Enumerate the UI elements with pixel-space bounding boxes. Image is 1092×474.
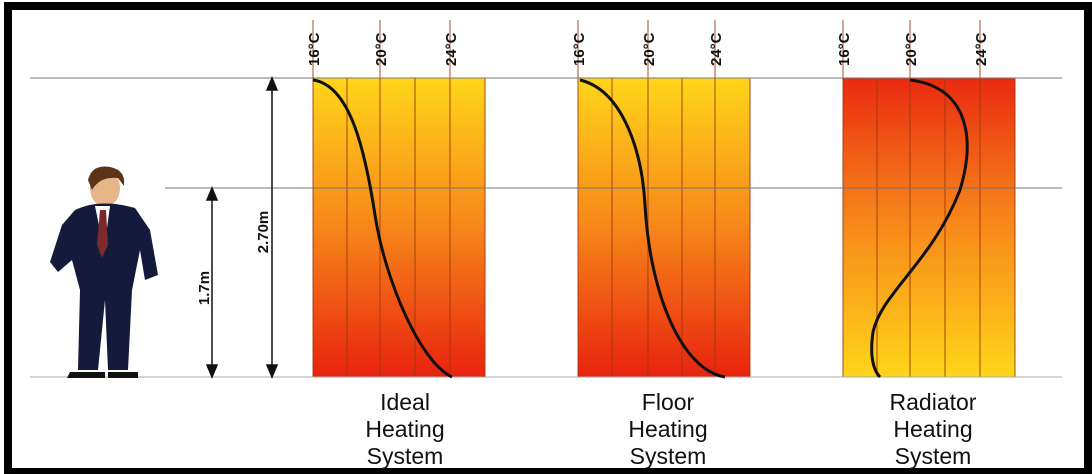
system-name: Heating: [365, 416, 444, 442]
system-name: Heating: [628, 416, 707, 442]
system-name: System: [367, 443, 444, 469]
tick-label: 24°C: [973, 32, 990, 66]
tick-label: 20°C: [641, 32, 658, 66]
system-name: System: [630, 443, 707, 469]
tick-label: 16°C: [306, 32, 323, 66]
tick-label: 20°C: [903, 32, 920, 66]
tick-label: 16°C: [836, 32, 853, 66]
tick-label: 16°C: [571, 32, 588, 66]
system-name: Floor: [642, 389, 695, 415]
panel-ideal: [313, 78, 485, 377]
person-height-label: 1.7m: [196, 271, 213, 305]
panel-radiator: [843, 78, 1015, 377]
tick-label: 20°C: [373, 32, 390, 66]
system-name: System: [895, 443, 972, 469]
page: {"labels": {"room_height": "2.70m", "per…: [0, 0, 1092, 474]
diagram: 2.70m 1.7m 16°C 20°C 24°C 16°C 20°C 24°C 16°C 2…: [0, 0, 1092, 474]
system-name: Radiator: [890, 389, 977, 415]
room-height-label: 2.70m: [255, 211, 272, 254]
tick-label: 24°C: [443, 32, 460, 66]
system-name: Heating: [893, 416, 972, 442]
tick-label: 24°C: [708, 32, 725, 66]
system-name: Ideal: [380, 389, 430, 415]
panel-floor: [578, 78, 750, 377]
